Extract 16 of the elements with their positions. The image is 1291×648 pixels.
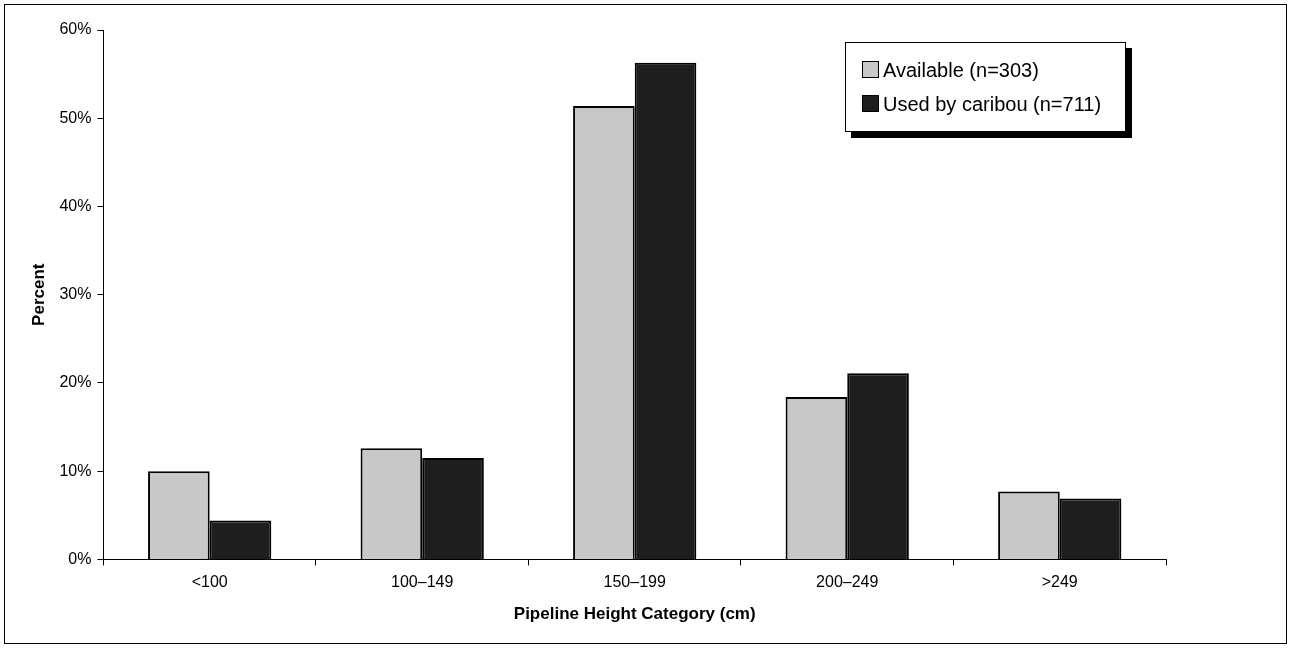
y-tick-label: 40% — [59, 196, 92, 214]
y-tick-label: 0% — [68, 549, 92, 567]
y-tick-label: 10% — [59, 461, 92, 479]
x-tick-label: >249 — [1041, 573, 1078, 591]
y-axis-title: Percent — [28, 263, 48, 326]
x-tick-label: 150–199 — [603, 573, 666, 591]
x-tick-label: 200–249 — [816, 573, 879, 591]
x-tick-label: 100–149 — [391, 573, 454, 591]
y-tick-label: 30% — [59, 285, 92, 303]
y-tick-label: 20% — [59, 373, 92, 391]
legend-label: Used by caribou (n=711) — [882, 92, 1102, 117]
x-tick-label: <100 — [191, 573, 228, 591]
y-tick-label: 50% — [59, 108, 92, 126]
x-axis-title: Pipeline Height Category (cm) — [513, 604, 756, 624]
legend-label: Available (n=303) — [882, 58, 1040, 83]
y-tick-label: 60% — [59, 20, 92, 38]
